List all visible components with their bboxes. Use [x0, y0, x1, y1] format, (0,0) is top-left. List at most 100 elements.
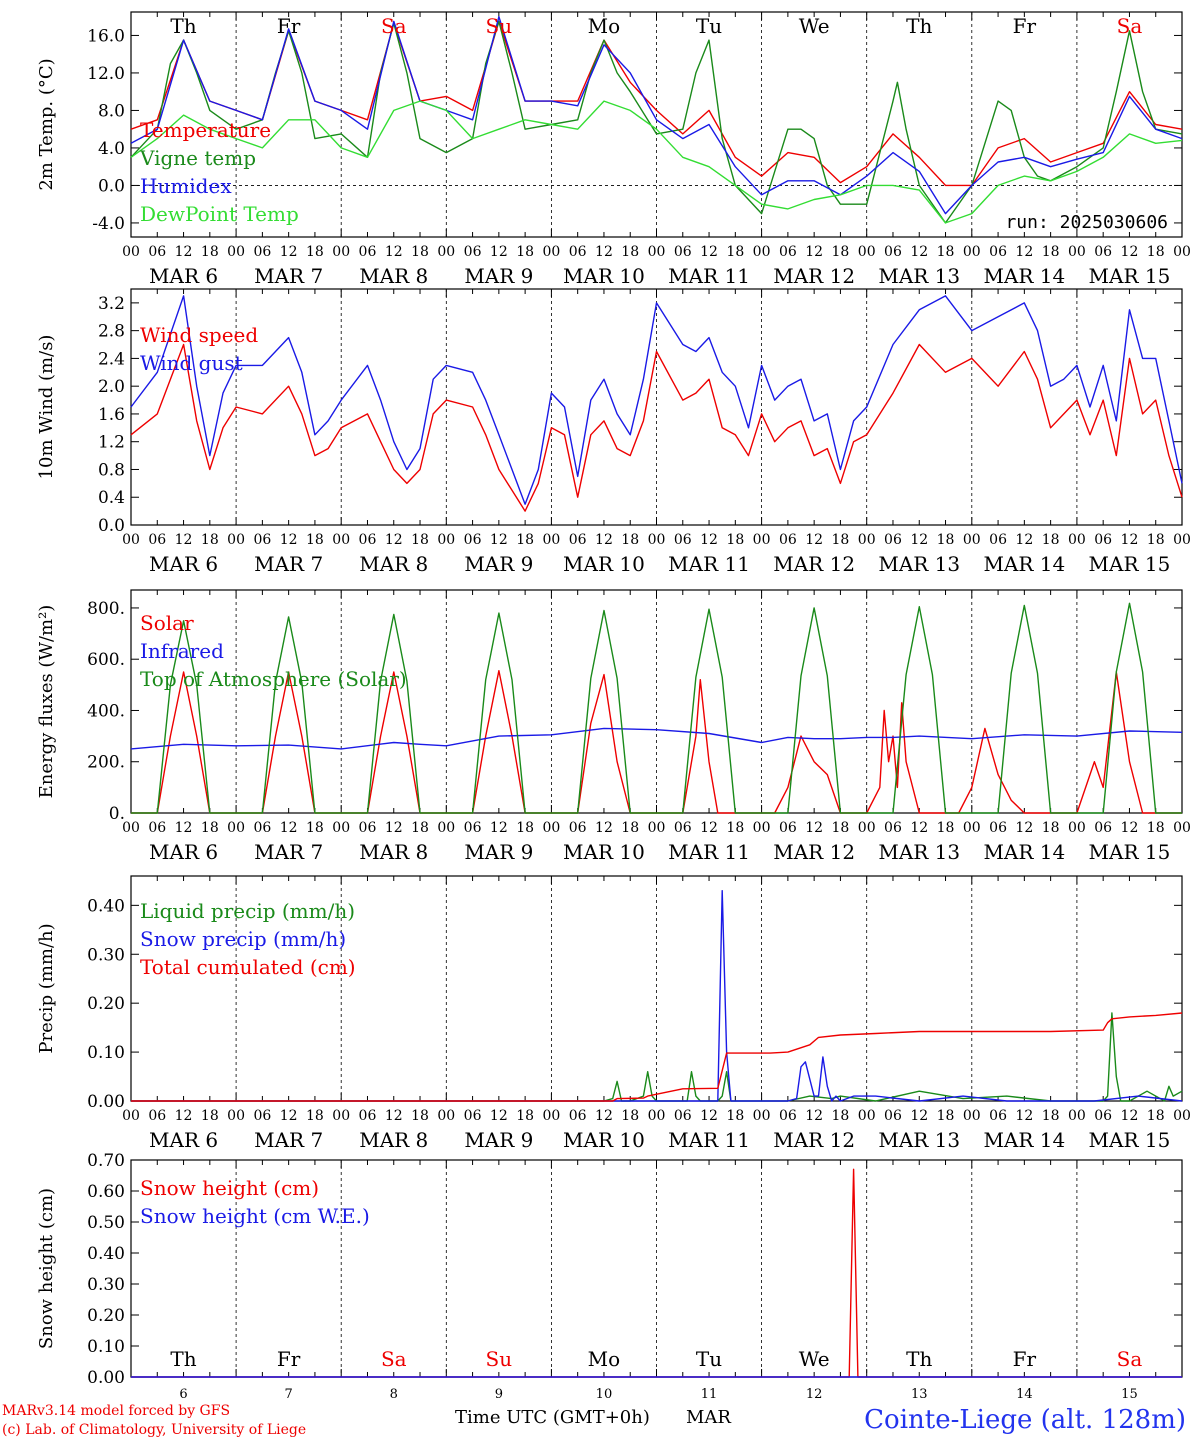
day-label: MAR 14: [983, 1128, 1065, 1152]
hour-tick-label: 18: [621, 532, 639, 548]
weekday-label: Th: [170, 14, 196, 38]
hour-tick-label: 00: [1068, 820, 1086, 836]
hour-tick-label: 18: [726, 820, 744, 836]
hour-tick-label: 06: [779, 820, 797, 836]
weekday-label: Fr: [1013, 14, 1037, 38]
hour-tick-label: 18: [306, 532, 324, 548]
day-label: MAR 8: [359, 1128, 428, 1152]
hour-tick-label: 12: [1121, 820, 1139, 836]
legend-entry: Snow height (cm): [140, 1176, 319, 1200]
hour-tick-label: 00: [227, 532, 245, 548]
hour-tick-label: 12: [1015, 532, 1033, 548]
hour-tick-label: 18: [306, 244, 324, 260]
hour-tick-label: 18: [1147, 820, 1165, 836]
hour-tick-label: 06: [464, 532, 482, 548]
weekday-label: Fr: [277, 14, 301, 38]
hour-tick-label: 18: [937, 820, 955, 836]
temperature-series-humidex: [130, 16, 1183, 215]
day-label: MAR 7: [254, 552, 323, 576]
hour-tick-label: 12: [385, 820, 403, 836]
hour-tick-label: 12: [700, 244, 718, 260]
hour-tick-label: 18: [1042, 1108, 1060, 1124]
hour-tick-label: 12: [280, 820, 298, 836]
hour-tick-label: 06: [674, 1108, 692, 1124]
hour-tick-label: 00: [227, 1108, 245, 1124]
day-label: MAR 14: [983, 840, 1065, 864]
hour-tick-label: 00: [753, 532, 771, 548]
y-tick-label: 0.30: [87, 945, 125, 965]
day-label: MAR 9: [464, 264, 533, 288]
hour-tick-label: 06: [359, 244, 377, 260]
day-label: MAR 15: [1089, 264, 1171, 288]
hour-tick-label: 06: [884, 244, 902, 260]
energy-series-top-of-atmosphere-solar-: [131, 602, 1182, 814]
hour-tick-label: 18: [1042, 532, 1060, 548]
hour-tick-label: 12: [175, 1108, 193, 1124]
day-label: MAR 7: [254, 264, 323, 288]
day-label: MAR 13: [878, 552, 960, 576]
hour-tick-label: 12: [805, 532, 823, 548]
hour-tick-label: 12: [1121, 532, 1139, 548]
hour-tick-label: 12: [385, 1108, 403, 1124]
hour-tick-label: 06: [148, 244, 166, 260]
y-tick-label: 0.40: [87, 1244, 125, 1264]
day-number: 13: [911, 1387, 928, 1402]
hour-tick-label: 12: [595, 244, 613, 260]
hour-tick-label: 06: [148, 1108, 166, 1124]
legend-entry: Temperature: [140, 118, 271, 142]
snow-ylabel: Snow height (cm): [36, 1188, 57, 1349]
y-tick-label: 2.0: [98, 377, 125, 397]
hour-tick-label: 12: [595, 532, 613, 548]
wind-series-wind-gust: [130, 295, 1183, 505]
hour-tick-label: 00: [648, 1108, 666, 1124]
legend-entry: Humidex: [140, 174, 232, 198]
hour-tick-label: 18: [411, 244, 429, 260]
legend-entry: Wind speed: [140, 323, 258, 347]
hour-tick-label: 06: [464, 1108, 482, 1124]
run-label: run: 2025030606: [1005, 212, 1168, 233]
precip-series-snow-precip-mm-h-: [131, 890, 1183, 1102]
legend-entry: Top of Atmosphere (Solar): [140, 667, 407, 691]
day-label: MAR 12: [773, 840, 855, 864]
hour-tick-label: 00: [227, 820, 245, 836]
hour-tick-label: 00: [437, 1108, 455, 1124]
y-tick-label: 400.: [87, 701, 125, 721]
day-label: MAR 12: [773, 1128, 855, 1152]
day-number: 11: [701, 1387, 718, 1402]
hour-tick-label: 18: [832, 1108, 850, 1124]
hour-tick-label: 00: [542, 820, 560, 836]
hour-tick-label: 06: [779, 244, 797, 260]
day-number: 6: [179, 1387, 187, 1402]
day-label: MAR 11: [668, 840, 750, 864]
hour-tick-label: 18: [411, 532, 429, 548]
day-number: 15: [1121, 1387, 1138, 1402]
hour-tick-label: 18: [516, 532, 534, 548]
hour-tick-label: 00: [122, 820, 140, 836]
temperature-ylabel: 2m Temp. (°C): [36, 58, 57, 190]
day-label: MAR 9: [464, 552, 533, 576]
hour-tick-label: 00: [1068, 532, 1086, 548]
hour-tick-label: 12: [700, 820, 718, 836]
hour-tick-label: 12: [700, 532, 718, 548]
energy-frame: [130, 589, 1183, 814]
hour-tick-label: 00: [122, 1108, 140, 1124]
y-tick-label: -4.0: [92, 214, 125, 234]
y-tick-label: 3.2: [98, 294, 125, 314]
hour-tick-label: 18: [516, 1108, 534, 1124]
hour-tick-label: 00: [1173, 820, 1191, 836]
day-label: MAR 14: [983, 552, 1065, 576]
day-label: MAR 15: [1089, 552, 1171, 576]
hour-tick-label: 00: [648, 532, 666, 548]
hour-tick-label: 00: [1068, 1108, 1086, 1124]
day-label: MAR 13: [878, 1128, 960, 1152]
hour-tick-label: 18: [411, 1108, 429, 1124]
legend-entry: DewPoint Temp: [140, 202, 299, 226]
hour-tick-label: 06: [989, 1108, 1007, 1124]
hour-tick-label: 12: [595, 1108, 613, 1124]
hour-tick-label: 00: [648, 244, 666, 260]
hour-tick-label: 18: [201, 532, 219, 548]
day-label: MAR 7: [254, 1128, 323, 1152]
hour-tick-label: 12: [280, 532, 298, 548]
day-number: 12: [806, 1387, 823, 1402]
hour-tick-label: 12: [280, 1108, 298, 1124]
